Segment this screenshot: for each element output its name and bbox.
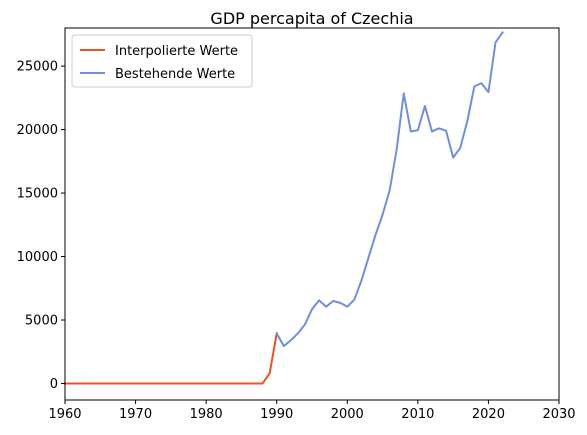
- y-tick-label-15000: 15000: [17, 187, 58, 202]
- y-tick-label-25000: 25000: [17, 60, 58, 75]
- legend: Interpolierte Werte Bestehende Werte: [71, 34, 253, 88]
- y-tick-label-0: 0: [50, 377, 58, 392]
- x-axis: 1960 1970 1980 1990 2000 2010 2020 2030: [48, 400, 576, 422]
- chart-title: GDP percapita of Czechia: [210, 9, 413, 28]
- x-tick-label-2000: 2000: [331, 407, 364, 422]
- x-tick-label-1990: 1990: [260, 407, 293, 422]
- y-tick-label-5000: 5000: [25, 314, 58, 329]
- x-tick-label-2030: 2030: [542, 407, 575, 422]
- plot-area: [65, 28, 559, 400]
- plot-frame: [64, 27, 560, 401]
- legend-label-bestehende-werte: Bestehende Werte: [115, 67, 235, 82]
- x-tick-label-1980: 1980: [190, 407, 223, 422]
- y-tick-label-20000: 20000: [17, 123, 58, 138]
- series-line-bestehende-werte: [275, 31, 504, 348]
- series-line-interpolierte-werte: [64, 332, 278, 385]
- x-tick-label-1960: 1960: [48, 407, 81, 422]
- legend-box: [71, 34, 253, 88]
- series-layer: [64, 31, 504, 385]
- x-tick-label-2020: 2020: [472, 407, 505, 422]
- x-tick-label-1970: 1970: [119, 407, 152, 422]
- legend-label-interpolierte-werte: Interpolierte Werte: [115, 44, 238, 59]
- y-axis: 0 5000 10000 15000 20000 25000: [17, 60, 65, 392]
- y-tick-label-10000: 10000: [17, 250, 58, 265]
- x-tick-label-2010: 2010: [401, 407, 434, 422]
